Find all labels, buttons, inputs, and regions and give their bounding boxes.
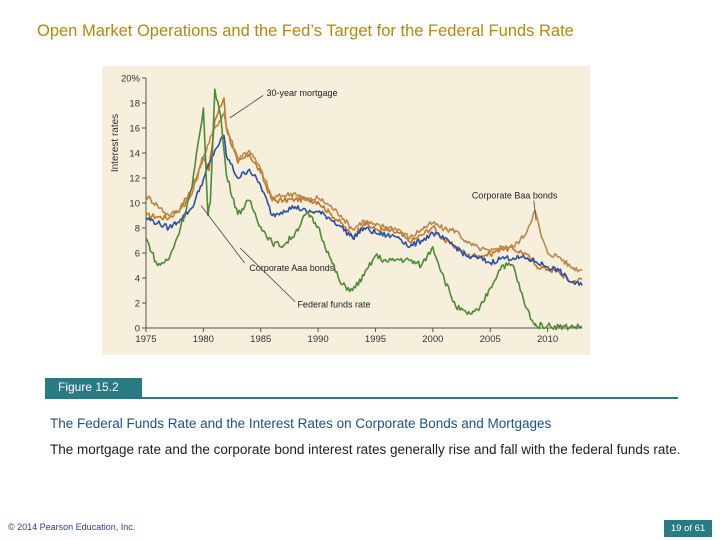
y-tick-label: 6	[135, 249, 140, 260]
x-tick-label: 1990	[308, 334, 329, 345]
y-tick-label: 20%	[121, 74, 141, 85]
slide-title: Open Market Operations and the Fed’s Tar…	[37, 22, 574, 40]
y-tick-label: 0	[135, 324, 140, 335]
figure-title: The Federal Funds Rate and the Interest …	[50, 416, 552, 431]
annotation-label: Corporate Baa bonds	[472, 191, 558, 201]
y-tick-label: 16	[129, 124, 140, 135]
y-tick-label: 12	[129, 174, 140, 185]
x-tick-label: 2010	[537, 334, 558, 345]
x-tick-label: 1995	[365, 334, 386, 345]
x-tick-label: 1975	[135, 334, 156, 345]
interest-rate-chart: 0 2 4 6 8 10 12 14 16 18 20% 1975 1980 1985 1990 1995 20…	[110, 74, 583, 345]
series-line-1	[145, 112, 583, 273]
chart-area: 0 2 4 6 8 10 12 14 16 18 20% 1975 1980 1985 1990 1995 20…	[102, 66, 590, 355]
annotation-label: Corporate Aaa bonds	[249, 263, 335, 273]
y-tick-label: 8	[135, 224, 140, 235]
figure-description: The mortgage rate and the corporate bond…	[50, 442, 681, 457]
copyright-notice: © 2014 Pearson Education, Inc.	[8, 522, 136, 532]
x-tick-label: 2005	[480, 334, 501, 345]
page-number-badge: 19 of 61	[664, 520, 712, 537]
series-line-3	[145, 88, 583, 331]
y-tick-label: 4	[135, 274, 140, 285]
y-tick-label: 2	[135, 299, 140, 310]
figure-divider	[45, 397, 678, 399]
annotation-leader	[239, 247, 296, 303]
annotation-label: Federal funds rate	[297, 299, 370, 309]
annotation-label: 30-year mortgage	[266, 88, 337, 98]
y-tick-label: 14	[129, 149, 140, 160]
annotation-leader	[229, 95, 264, 119]
x-tick-label: 2000	[422, 334, 443, 345]
y-tick-label: 10	[129, 199, 140, 210]
x-tick-label: 1980	[193, 334, 214, 345]
series-line-2	[145, 134, 583, 286]
x-tick-label: 1985	[250, 334, 271, 345]
y-tick-label: 18	[129, 99, 140, 110]
annotation-leader	[533, 200, 537, 221]
y-axis-label: Interest rates	[110, 114, 121, 172]
figure-label: Figure 15.2	[45, 378, 142, 397]
annotation-leader	[200, 205, 245, 264]
